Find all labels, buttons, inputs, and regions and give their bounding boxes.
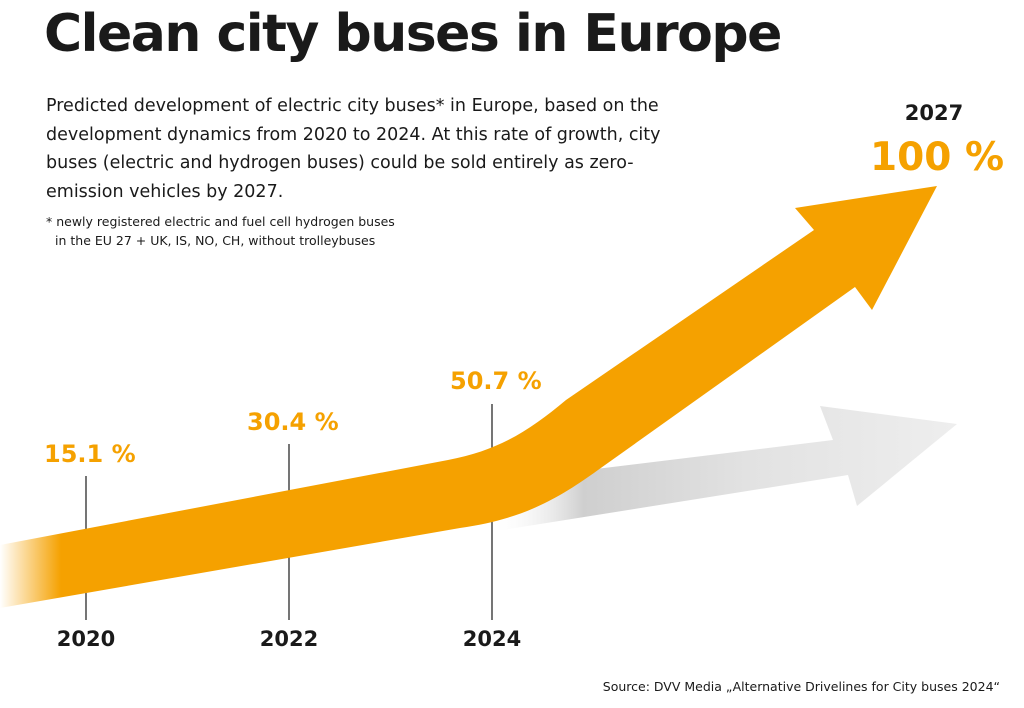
tick-label-2022: 2022 [260, 627, 318, 651]
end-year-label: 2027 [905, 101, 963, 125]
linear-trend-arrow [490, 406, 957, 532]
value-label-2024: 50.7 % [450, 367, 542, 395]
source-note: Source: DVV Media „Alternative Driveline… [602, 679, 1000, 694]
end-value-label: 100 % [870, 135, 1004, 180]
footnote-line-2: in the EU 27 + UK, IS, NO, CH, without t… [55, 233, 376, 248]
value-label-2020: 15.1 % [44, 440, 136, 468]
chart-subtitle: Predicted development of electric city b… [46, 96, 661, 202]
tick-label-2020: 2020 [57, 627, 115, 651]
value-label-2022: 30.4 % [247, 408, 339, 436]
growth-arrow [0, 186, 937, 608]
footnote-line-1: * newly registered electric and fuel cel… [46, 214, 395, 229]
footnote: * newly registered electric and fuel cel… [46, 212, 486, 250]
tick-label-2024: 2024 [463, 627, 521, 651]
chart-title: Clean city buses in Europe [44, 4, 782, 64]
